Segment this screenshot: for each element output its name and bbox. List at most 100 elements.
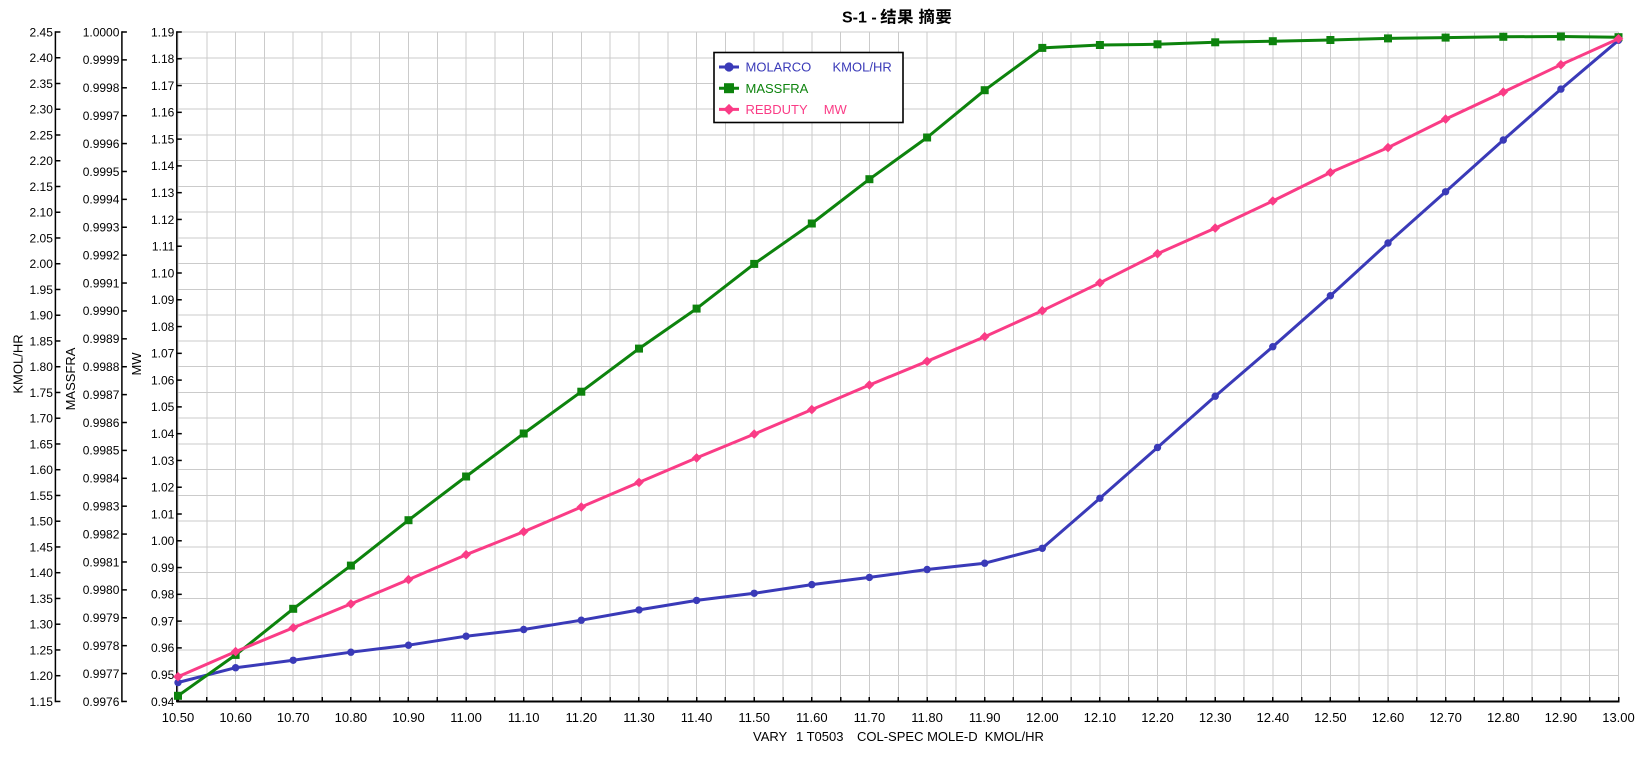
svg-text:1.07: 1.07 xyxy=(151,347,175,361)
svg-text:1.13: 1.13 xyxy=(151,186,175,200)
svg-text:VARY: VARY xyxy=(753,729,788,744)
svg-text:MW: MW xyxy=(129,352,144,376)
svg-text:12.30: 12.30 xyxy=(1199,710,1232,725)
svg-text:1.15: 1.15 xyxy=(151,132,175,146)
svg-text:1.04: 1.04 xyxy=(151,427,175,441)
svg-text:1.65: 1.65 xyxy=(30,437,54,451)
svg-text:11.70: 11.70 xyxy=(854,710,886,725)
svg-text:0.94: 0.94 xyxy=(151,695,175,709)
svg-text:1.55: 1.55 xyxy=(30,489,54,503)
svg-text:1.14: 1.14 xyxy=(151,159,175,173)
svg-text:MOLARCO: MOLARCO xyxy=(746,60,812,75)
svg-text:11.50: 11.50 xyxy=(738,710,770,725)
svg-text:12.00: 12.00 xyxy=(1026,710,1059,725)
svg-text:1.45: 1.45 xyxy=(30,540,54,554)
svg-text:0.95: 0.95 xyxy=(151,668,175,682)
svg-text:10.70: 10.70 xyxy=(277,710,310,725)
svg-text:2.30: 2.30 xyxy=(30,103,54,117)
svg-text:0.9978: 0.9978 xyxy=(83,639,120,653)
svg-text:11.60: 11.60 xyxy=(796,710,828,725)
svg-text:10.50: 10.50 xyxy=(162,710,195,725)
svg-text:0.9996: 0.9996 xyxy=(83,137,120,151)
svg-text:0.9979: 0.9979 xyxy=(83,611,120,625)
svg-text:1.95: 1.95 xyxy=(30,283,54,297)
svg-text:0.9982: 0.9982 xyxy=(83,527,120,541)
svg-text:1.12: 1.12 xyxy=(151,213,175,227)
svg-text:12.60: 12.60 xyxy=(1372,710,1405,725)
svg-text:2.45: 2.45 xyxy=(30,25,54,39)
svg-text:1.06: 1.06 xyxy=(151,373,175,387)
svg-text:1.18: 1.18 xyxy=(151,52,175,66)
svg-text:1.19: 1.19 xyxy=(151,25,175,39)
svg-text:1.11: 1.11 xyxy=(152,240,175,254)
svg-text:2.00: 2.00 xyxy=(30,257,54,271)
svg-text:12.90: 12.90 xyxy=(1545,710,1578,725)
svg-text:0.9984: 0.9984 xyxy=(83,472,120,486)
svg-text:2.10: 2.10 xyxy=(30,206,54,220)
svg-text:0.9976: 0.9976 xyxy=(83,695,120,709)
svg-text:0.9983: 0.9983 xyxy=(83,499,120,513)
svg-text:1.02: 1.02 xyxy=(151,481,175,495)
svg-text:KMOL/HR: KMOL/HR xyxy=(985,729,1044,744)
svg-text:1.09: 1.09 xyxy=(151,293,175,307)
svg-text:1.01: 1.01 xyxy=(151,507,175,521)
svg-text:12.50: 12.50 xyxy=(1314,710,1347,725)
svg-text:1 T0503: 1 T0503 xyxy=(796,729,843,744)
svg-text:1.05: 1.05 xyxy=(151,400,175,414)
svg-text:11.30: 11.30 xyxy=(623,710,655,725)
svg-text:0.97: 0.97 xyxy=(151,614,175,628)
svg-text:MW: MW xyxy=(824,102,848,117)
svg-text:0.9992: 0.9992 xyxy=(83,248,120,262)
svg-text:0.9991: 0.9991 xyxy=(83,276,120,290)
svg-text:MASSFRA: MASSFRA xyxy=(63,347,78,410)
svg-text:0.9986: 0.9986 xyxy=(83,416,120,430)
svg-text:0.9997: 0.9997 xyxy=(83,109,120,123)
svg-text:0.9990: 0.9990 xyxy=(83,304,120,318)
svg-text:1.03: 1.03 xyxy=(151,454,175,468)
svg-text:0.9987: 0.9987 xyxy=(83,388,120,402)
svg-text:1.35: 1.35 xyxy=(30,592,54,606)
svg-text:13.00: 13.00 xyxy=(1602,710,1635,725)
svg-text:0.9977: 0.9977 xyxy=(83,667,120,681)
svg-text:12.20: 12.20 xyxy=(1141,710,1174,725)
svg-text:1.75: 1.75 xyxy=(30,386,54,400)
svg-text:1.70: 1.70 xyxy=(30,412,54,426)
svg-text:2.05: 2.05 xyxy=(30,231,54,245)
svg-text:KMOL/HR: KMOL/HR xyxy=(833,60,892,75)
svg-text:0.9989: 0.9989 xyxy=(83,332,120,346)
svg-text:1.15: 1.15 xyxy=(30,695,54,709)
svg-text:11.80: 11.80 xyxy=(911,710,943,725)
svg-text:12.70: 12.70 xyxy=(1429,710,1462,725)
svg-text:2.25: 2.25 xyxy=(30,128,54,142)
svg-text:KMOL/HR: KMOL/HR xyxy=(10,334,25,393)
svg-text:10.80: 10.80 xyxy=(335,710,368,725)
svg-text:11.90: 11.90 xyxy=(969,710,1001,725)
svg-text:2.15: 2.15 xyxy=(30,180,54,194)
svg-text:1.85: 1.85 xyxy=(30,334,54,348)
svg-text:1.17: 1.17 xyxy=(151,79,175,93)
svg-text:0.9999: 0.9999 xyxy=(83,53,120,67)
svg-text:0.9988: 0.9988 xyxy=(83,360,120,374)
svg-text:0.9994: 0.9994 xyxy=(83,193,120,207)
svg-text:0.9995: 0.9995 xyxy=(83,165,120,179)
svg-text:1.90: 1.90 xyxy=(30,309,54,323)
svg-text:MASSFRA: MASSFRA xyxy=(746,81,809,96)
svg-text:2.40: 2.40 xyxy=(30,51,54,65)
svg-text:1.25: 1.25 xyxy=(30,643,54,657)
svg-text:11.40: 11.40 xyxy=(681,710,713,725)
svg-text:11.10: 11.10 xyxy=(508,710,540,725)
svg-text:10.90: 10.90 xyxy=(392,710,425,725)
svg-text:0.9980: 0.9980 xyxy=(83,583,120,597)
svg-text:0.96: 0.96 xyxy=(151,641,175,655)
svg-text:COL-SPEC MOLE-D: COL-SPEC MOLE-D xyxy=(857,729,978,744)
svg-text:1.30: 1.30 xyxy=(30,618,54,632)
svg-text:1.08: 1.08 xyxy=(151,320,175,334)
svg-text:1.10: 1.10 xyxy=(151,266,175,280)
svg-text:2.20: 2.20 xyxy=(30,154,54,168)
svg-text:0.9998: 0.9998 xyxy=(83,81,120,95)
svg-text:0.98: 0.98 xyxy=(151,588,175,602)
svg-text:0.99: 0.99 xyxy=(151,561,175,575)
svg-text:11.20: 11.20 xyxy=(566,710,598,725)
svg-text:12.80: 12.80 xyxy=(1487,710,1520,725)
svg-text:10.60: 10.60 xyxy=(219,710,252,725)
